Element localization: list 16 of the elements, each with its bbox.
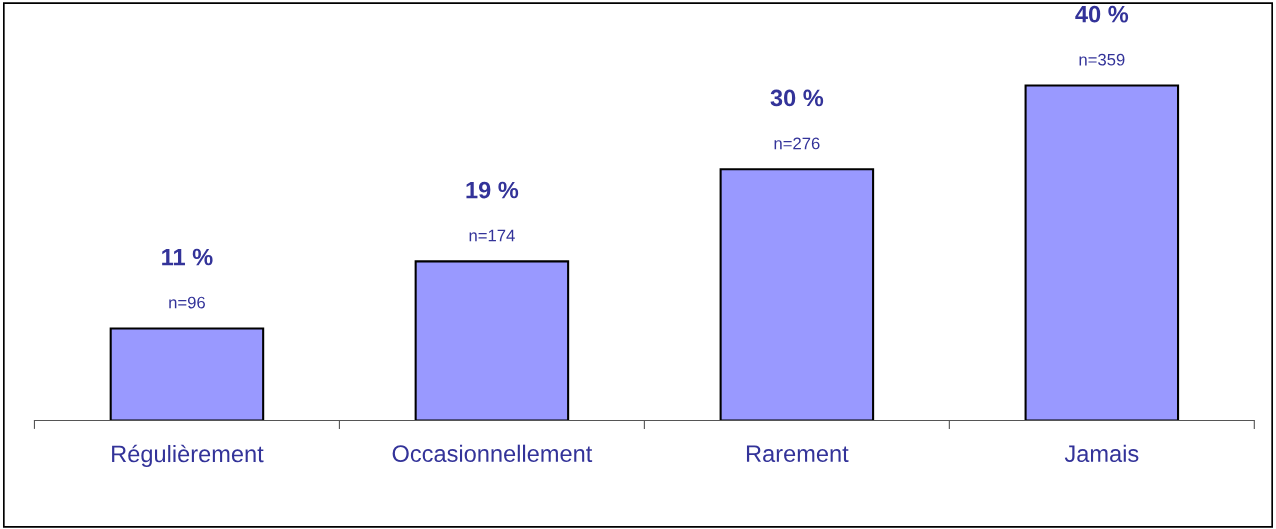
bar xyxy=(109,327,265,421)
bar xyxy=(1024,84,1180,421)
annotation: n=276 xyxy=(774,137,820,150)
data-label: 11 % xyxy=(162,248,213,266)
x-tick-label: Occasionnellement xyxy=(392,444,593,463)
x-tick-label: Rarement xyxy=(746,445,849,463)
x-tick-label: Régulièrement xyxy=(112,444,264,467)
data-label: 30 % xyxy=(770,89,824,107)
annotation: n=359 xyxy=(1079,53,1125,66)
bar xyxy=(719,168,875,421)
annotation: n=174 xyxy=(469,229,515,242)
bar xyxy=(414,260,570,421)
x-tick-label: Jamais xyxy=(1064,444,1139,463)
data-label: 19 % xyxy=(466,181,519,199)
annotation: n=96 xyxy=(169,296,205,309)
data-label: 40 % xyxy=(1075,5,1129,23)
